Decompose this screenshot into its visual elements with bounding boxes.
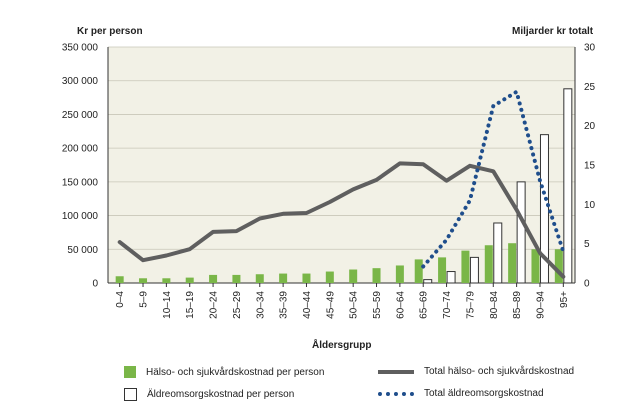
bar-health-per-person <box>554 249 563 283</box>
x-tick-label: 50–54 <box>349 291 360 319</box>
bar-health-per-person <box>139 278 148 283</box>
legend-item-health-total: Total hälso- och sjukvårdskostnad <box>378 366 574 377</box>
left-tick-label: 50 000 <box>67 245 98 256</box>
left-tick-label: 100 000 <box>62 211 99 222</box>
bar-health-per-person <box>115 276 124 283</box>
bar-elderly-per-person <box>423 279 433 284</box>
bar-health-per-person <box>484 245 493 283</box>
line-health-total <box>117 161 566 279</box>
bar-health-per-person <box>438 257 447 283</box>
bar-health-per-person <box>255 274 264 283</box>
x-tick-label: 90–94 <box>535 291 546 319</box>
left-tick-label: 300 000 <box>62 76 99 87</box>
bar-health-per-person <box>232 274 241 283</box>
bar-health-per-person <box>185 277 194 283</box>
bar-health-per-person <box>508 243 517 283</box>
x-tick-label: 35–39 <box>279 291 290 319</box>
bar-health-per-person <box>349 269 358 283</box>
right-tick-label: 0 <box>584 279 590 290</box>
left-axis-title: Kr per person <box>77 26 143 37</box>
x-axis-title: Åldersgrupp <box>312 340 372 351</box>
x-tick-label: 20–24 <box>209 291 220 319</box>
right-tick-label: 10 <box>584 200 596 211</box>
line-elderly-total <box>421 88 566 269</box>
legend-swatch-white <box>124 388 137 401</box>
left-tick-label: 150 000 <box>62 177 99 188</box>
bar-health-per-person <box>162 278 171 283</box>
x-tick-label: 70–74 <box>442 291 453 319</box>
bar-health-per-person <box>461 250 470 283</box>
legend-item-elderly-per-person: Äldreomsorgskostnad per person <box>124 388 294 401</box>
bar-health-per-person <box>302 273 311 283</box>
bar-elderly-per-person <box>469 256 479 284</box>
legend-label: Total hälso- och sjukvårdskostnad <box>424 366 575 377</box>
bar-health-per-person <box>209 274 218 283</box>
x-tick-label: 60–64 <box>395 291 406 319</box>
bar-elderly-per-person <box>563 88 573 284</box>
right-tick-label: 15 <box>584 161 596 172</box>
right-tick-label: 25 <box>584 82 596 93</box>
bar-health-per-person <box>325 271 334 283</box>
x-tick-label: 30–34 <box>255 291 266 319</box>
left-tick-label: 350 000 <box>62 43 99 54</box>
left-tick-label: 0 <box>92 279 98 290</box>
x-tick-label: 95+ <box>559 291 570 308</box>
bar-health-per-person <box>414 259 423 283</box>
x-tick-label: 75–79 <box>465 291 476 319</box>
bar-health-per-person <box>531 249 540 283</box>
bar-health-per-person <box>372 268 381 283</box>
legend-swatch-green <box>124 366 136 378</box>
x-tick-label: 85–89 <box>512 291 523 319</box>
left-tick-label: 200 000 <box>62 144 99 155</box>
legend-swatch-dotted-line <box>378 391 414 396</box>
x-tick-label: 80–84 <box>489 291 500 319</box>
x-tick-label: 40–44 <box>302 291 313 319</box>
legend-label: Hälso- och sjukvårdskostnad per person <box>146 366 325 378</box>
x-tick-label: 5–9 <box>139 291 150 308</box>
x-tick-label: 10–14 <box>162 291 173 319</box>
bar-elderly-per-person <box>493 222 503 284</box>
right-tick-label: 5 <box>584 239 590 250</box>
x-tick-label: 0–4 <box>115 291 126 308</box>
left-tick-label: 250 000 <box>62 110 99 121</box>
legend-label: Total äldreomsorgskostnad <box>424 388 544 399</box>
right-tick-label: 30 <box>584 43 596 54</box>
right-axis-title: Miljarder kr totalt <box>512 26 594 37</box>
x-tick-label: 15–19 <box>185 291 196 319</box>
x-tick-label: 25–29 <box>232 291 243 319</box>
bar-health-per-person <box>279 273 288 283</box>
bar-health-per-person <box>395 265 404 283</box>
legend-item-elderly-total: Total äldreomsorgskostnad <box>378 388 544 399</box>
legend-swatch-solid-line <box>378 369 414 374</box>
legend-label: Äldreomsorgskostnad per person <box>147 389 295 400</box>
bar-elderly-per-person <box>539 134 549 284</box>
legend-item-health-per-person: Hälso- och sjukvårdskostnad per person <box>124 366 324 378</box>
bar-elderly-per-person <box>516 181 526 284</box>
bar-elderly-per-person <box>446 271 456 284</box>
x-tick-label: 55–59 <box>372 291 383 319</box>
right-tick-label: 20 <box>584 121 596 132</box>
x-tick-label: 65–69 <box>419 291 430 319</box>
x-tick-label: 45–49 <box>325 291 336 319</box>
